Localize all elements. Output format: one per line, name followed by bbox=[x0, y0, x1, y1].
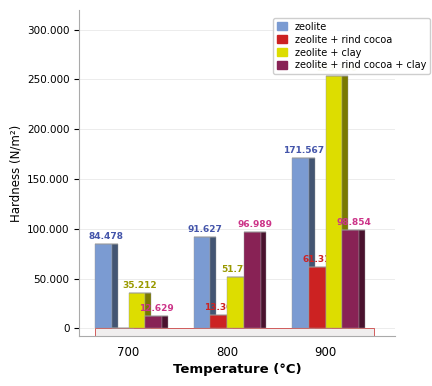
Polygon shape bbox=[326, 267, 331, 328]
Polygon shape bbox=[112, 244, 118, 328]
Polygon shape bbox=[343, 230, 359, 328]
Text: 61.310: 61.310 bbox=[303, 256, 337, 264]
Polygon shape bbox=[343, 76, 348, 328]
Polygon shape bbox=[162, 316, 168, 328]
Polygon shape bbox=[326, 76, 343, 328]
Polygon shape bbox=[145, 293, 151, 328]
Polygon shape bbox=[210, 237, 216, 328]
Text: 51.778: 51.778 bbox=[221, 265, 256, 274]
Text: 96.989: 96.989 bbox=[238, 220, 273, 229]
Text: 98.854: 98.854 bbox=[337, 218, 371, 227]
Polygon shape bbox=[359, 230, 365, 328]
Polygon shape bbox=[194, 237, 210, 328]
Polygon shape bbox=[292, 157, 309, 328]
Polygon shape bbox=[129, 293, 145, 328]
Text: 12.629: 12.629 bbox=[139, 304, 174, 313]
Polygon shape bbox=[227, 277, 244, 328]
Polygon shape bbox=[95, 244, 112, 328]
Legend: zeolite, zeolite + rind cocoa, zeolite + clay, zeolite + rind cocoa + clay: zeolite, zeolite + rind cocoa, zeolite +… bbox=[273, 18, 430, 74]
Polygon shape bbox=[309, 157, 315, 328]
Polygon shape bbox=[309, 267, 326, 328]
Text: 35.212: 35.212 bbox=[123, 281, 157, 290]
Y-axis label: Hardness (N/m²): Hardness (N/m²) bbox=[10, 124, 23, 222]
Polygon shape bbox=[95, 328, 374, 336]
Polygon shape bbox=[227, 315, 233, 328]
Text: 84.478: 84.478 bbox=[89, 232, 124, 241]
Text: 13.305: 13.305 bbox=[204, 303, 239, 312]
Polygon shape bbox=[260, 232, 267, 328]
Text: 253.790: 253.790 bbox=[317, 64, 358, 73]
Text: 91.627: 91.627 bbox=[187, 225, 222, 234]
Polygon shape bbox=[244, 277, 250, 328]
Text: 171.567: 171.567 bbox=[283, 146, 324, 154]
Polygon shape bbox=[145, 316, 162, 328]
X-axis label: Temperature (°C): Temperature (°C) bbox=[173, 363, 301, 376]
Polygon shape bbox=[244, 232, 260, 328]
Polygon shape bbox=[210, 315, 227, 328]
